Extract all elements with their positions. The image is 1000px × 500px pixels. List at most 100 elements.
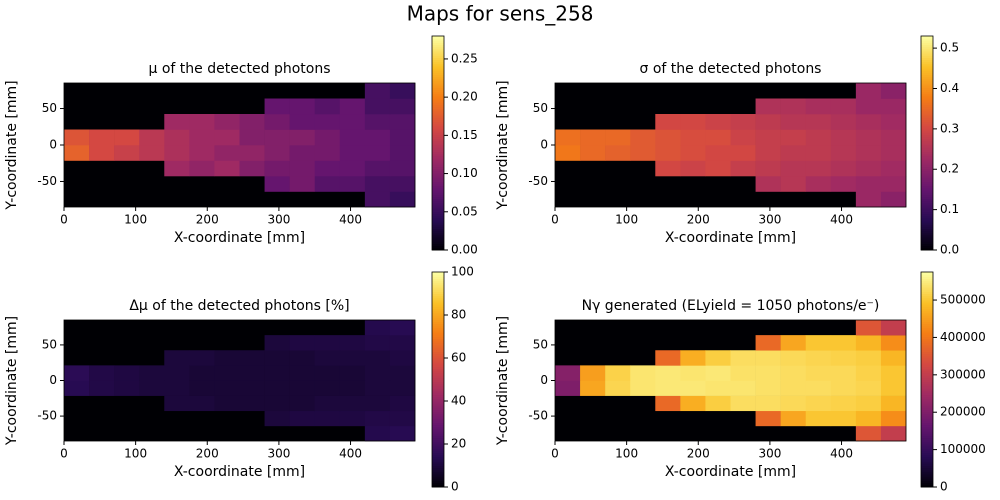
colorbar-strip xyxy=(921,85,933,88)
heatmap-cell xyxy=(830,129,857,146)
colorbar-strip xyxy=(921,325,933,329)
heatmap-cell xyxy=(880,425,907,442)
heatmap-cell xyxy=(89,365,115,381)
heatmap-cell xyxy=(555,380,581,396)
colorbar-strip xyxy=(432,340,444,344)
colorbar-strip xyxy=(432,396,444,400)
colorbar-strip xyxy=(921,128,933,131)
colorbar-strip xyxy=(921,282,933,286)
heatmap-cell xyxy=(314,410,341,427)
colorbar-strip xyxy=(432,390,444,393)
heatmap-cell xyxy=(114,129,140,146)
heatmap-cell xyxy=(214,380,240,396)
heatmap-cell xyxy=(630,365,656,381)
colorbar-strip xyxy=(432,63,444,67)
heatmap-cell xyxy=(680,114,706,130)
heatmap-cell xyxy=(630,129,656,146)
colorbar-strip xyxy=(432,209,444,212)
colorbar-strip xyxy=(432,190,444,193)
colorbar-frame xyxy=(431,35,445,251)
colorbar-strip xyxy=(432,347,444,350)
colorbar-strip xyxy=(921,385,933,389)
colorbar-strip xyxy=(432,293,444,297)
heatmap-cell xyxy=(855,395,882,412)
colorbar-strip xyxy=(432,128,444,131)
colorbar-strip xyxy=(432,375,444,378)
heatmap-cell xyxy=(730,129,756,146)
colorbar-strip xyxy=(432,476,444,479)
colorbar-strip xyxy=(921,106,933,110)
colorbar-strip xyxy=(921,46,933,50)
colorbar-strip xyxy=(432,100,444,103)
colorbar-strip xyxy=(921,310,933,314)
colorbar-strip xyxy=(921,155,933,159)
colorbar-strip xyxy=(432,431,444,434)
colorbar-strip xyxy=(921,53,933,56)
colorbar-strip xyxy=(432,168,444,172)
heatmap-cell xyxy=(780,176,807,192)
heatmap-cell xyxy=(580,380,606,396)
heatmap-cell xyxy=(189,145,215,161)
heatmap-cell xyxy=(855,350,882,366)
colorbar-strip xyxy=(432,426,444,430)
colorbar-strip xyxy=(921,424,933,428)
heatmap-cell xyxy=(139,129,165,146)
colorbar-strip xyxy=(921,390,933,393)
heatmap-cell xyxy=(189,350,215,366)
colorbar-strip xyxy=(921,321,933,325)
colorbar-strip xyxy=(432,132,444,135)
colorbar-strip xyxy=(921,55,933,58)
colorbar-tick-label: 0.05 xyxy=(451,204,478,218)
heatmap-cell xyxy=(214,145,240,161)
colorbar-strip xyxy=(432,125,444,129)
heatmap-cell xyxy=(89,129,115,146)
colorbar-strip xyxy=(432,224,444,227)
colorbar-strip xyxy=(432,278,444,282)
colorbar-strip xyxy=(921,289,933,292)
colorbar-strip xyxy=(432,312,444,316)
colorbar-strip xyxy=(432,315,444,318)
x-tick-label: 100 xyxy=(615,213,638,227)
heatmap-cell xyxy=(389,114,416,130)
colorbar-strip xyxy=(921,237,933,240)
colorbar-strip xyxy=(432,123,444,127)
colorbar-strip xyxy=(432,428,444,432)
heatmap-cell xyxy=(780,114,807,130)
colorbar-strip xyxy=(921,482,933,486)
colorbar-strip xyxy=(432,157,444,161)
colorbar-strip xyxy=(432,297,444,301)
heatmap-cell xyxy=(605,145,631,161)
colorbar-strip xyxy=(432,330,444,333)
colorbar-strip xyxy=(432,282,444,286)
x-tick-label: 200 xyxy=(196,447,219,461)
heatmap-cell xyxy=(164,129,190,146)
colorbar-strip xyxy=(921,125,933,129)
heatmap-cell xyxy=(314,335,341,351)
heatmap-cell xyxy=(314,395,341,412)
subplot-title: μ of the detected photons xyxy=(148,61,330,77)
colorbar-strip xyxy=(921,351,933,355)
colorbar-strip xyxy=(921,272,933,275)
heatmap-cell xyxy=(880,320,907,336)
colorbar-strip xyxy=(432,104,444,108)
y-tick-label: -50 xyxy=(37,174,57,188)
heatmap-cell xyxy=(139,365,165,381)
heatmap-cell xyxy=(289,335,316,351)
heatmap-cell xyxy=(655,365,681,381)
colorbar-strip xyxy=(921,222,933,225)
heatmap-cell xyxy=(339,160,366,177)
colorbar-strip xyxy=(432,202,444,206)
heatmap-cell xyxy=(580,145,606,161)
colorbar-strip xyxy=(921,304,933,307)
colorbar-tick-label: 60 xyxy=(451,351,466,365)
heatmap-cell xyxy=(164,395,190,412)
colorbar-strip xyxy=(432,463,444,466)
colorbar-strip xyxy=(432,401,444,404)
heatmap-cell xyxy=(680,350,706,366)
colorbar-strip xyxy=(921,355,933,359)
colorbar-strip xyxy=(432,325,444,329)
colorbar-strip xyxy=(432,194,444,197)
heatmap-cell xyxy=(264,410,290,427)
colorbar-strip xyxy=(432,416,444,419)
colorbar-strip xyxy=(432,392,444,396)
